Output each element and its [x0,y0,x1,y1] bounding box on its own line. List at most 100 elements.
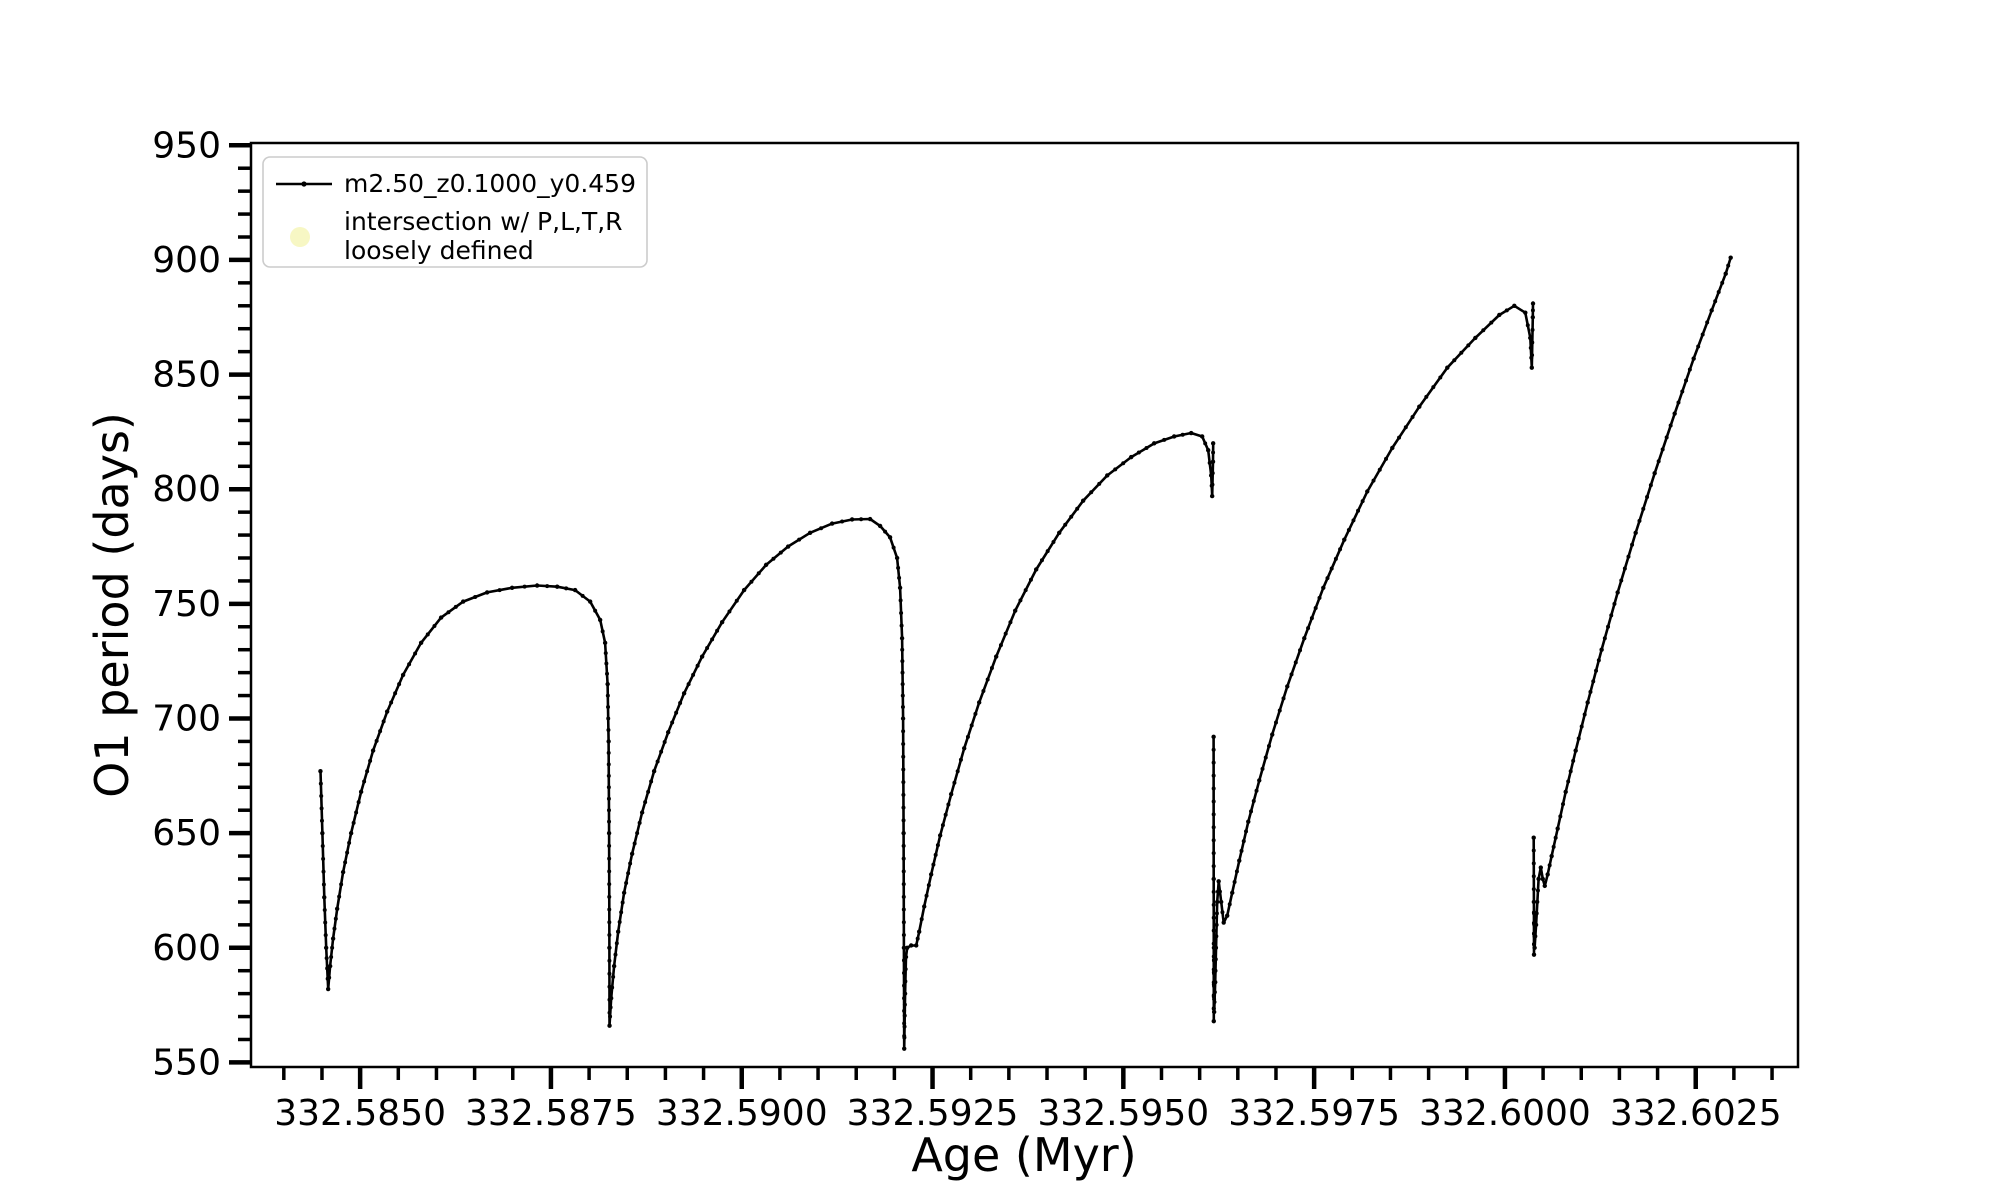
series-marker [1648,483,1653,488]
series-marker [606,796,611,801]
series-marker [324,956,329,961]
series-marker [322,895,327,900]
series-marker [323,945,329,950]
series-marker [1075,506,1080,511]
series-marker [840,519,845,524]
series-marker [1057,530,1062,535]
series-marker [1237,858,1242,863]
series-marker [378,729,383,734]
series-marker [351,820,356,825]
series-marker [1144,445,1149,450]
series-marker [1254,788,1259,793]
series-marker [319,793,324,798]
series-marker [1445,365,1450,370]
series-marker [356,800,361,805]
series-marker [1726,263,1731,268]
series-marker [370,748,376,753]
series-marker [1003,631,1008,636]
series-marker [1188,430,1194,436]
series-marker [413,651,418,656]
series-marker [1227,902,1232,907]
series-marker [901,894,906,899]
series-marker [1626,554,1631,559]
series-marker [1039,558,1044,563]
series-marker [1542,883,1547,889]
series-marker [859,517,864,522]
series-line [319,431,1215,1050]
series-marker [749,579,754,584]
series-marker [1346,528,1351,533]
series-marker [330,945,335,950]
y-tick-label: 600 [152,928,221,969]
series-marker [1338,547,1343,552]
series-marker [867,516,873,522]
series-marker [1218,899,1224,905]
series-marker [606,762,611,767]
series-marker [606,705,611,710]
series-marker [989,666,994,671]
series-marker [1713,299,1718,304]
series-marker [1220,910,1225,915]
series-marker [1199,434,1205,439]
series-marker [948,791,954,797]
series-marker [624,881,629,886]
series-marker [1121,461,1126,466]
series-marker [1684,378,1689,383]
series-marker [1531,887,1536,892]
series-marker [323,920,328,925]
series-marker [1008,620,1013,625]
series-marker [1588,689,1593,694]
series-marker [1211,838,1216,843]
series-marker [665,730,671,735]
series-marker [393,691,398,696]
series-marker [1566,779,1571,784]
series-marker [1558,814,1563,819]
series-marker [1538,865,1544,870]
series-marker [1306,626,1311,631]
series-marker [922,904,927,909]
series-marker [897,575,902,580]
series-marker [901,958,906,963]
series-marker [400,672,406,678]
series-marker [646,789,651,794]
series-marker [1530,308,1535,313]
series-marker [891,545,896,550]
series-marker [600,629,605,634]
series-marker [914,943,919,948]
series-marker [1211,915,1216,920]
series-marker [606,739,611,744]
series-marker [607,971,612,976]
series-marker [903,979,908,984]
series-marker [1213,979,1218,985]
series-marker [1612,601,1617,606]
series-marker [807,530,813,535]
series-marker [901,882,906,887]
series-marker [321,856,326,861]
series-marker [325,966,330,971]
series-marker [621,890,627,895]
series-marker [1606,624,1611,629]
series-marker [605,681,610,687]
series-marker [1530,340,1535,345]
series-marker [1525,323,1530,328]
series-marker [318,769,323,774]
series-marker [607,819,612,824]
series-marker [901,920,906,925]
series-marker [321,882,326,887]
series-marker [1529,365,1534,370]
x-tick-label: 332.5850 [274,1093,446,1134]
series-marker [1377,467,1382,472]
series-marker [981,688,986,693]
series-marker [1531,861,1536,866]
series-marker [1533,922,1539,928]
series-marker [973,711,978,716]
series-marker [1596,658,1601,663]
series-marker [1211,450,1216,455]
series-marker [1410,414,1415,419]
series-marker [935,843,940,848]
y-tick-label: 850 [152,355,221,396]
series-marker [604,661,609,666]
series-marker [1211,1009,1217,1015]
